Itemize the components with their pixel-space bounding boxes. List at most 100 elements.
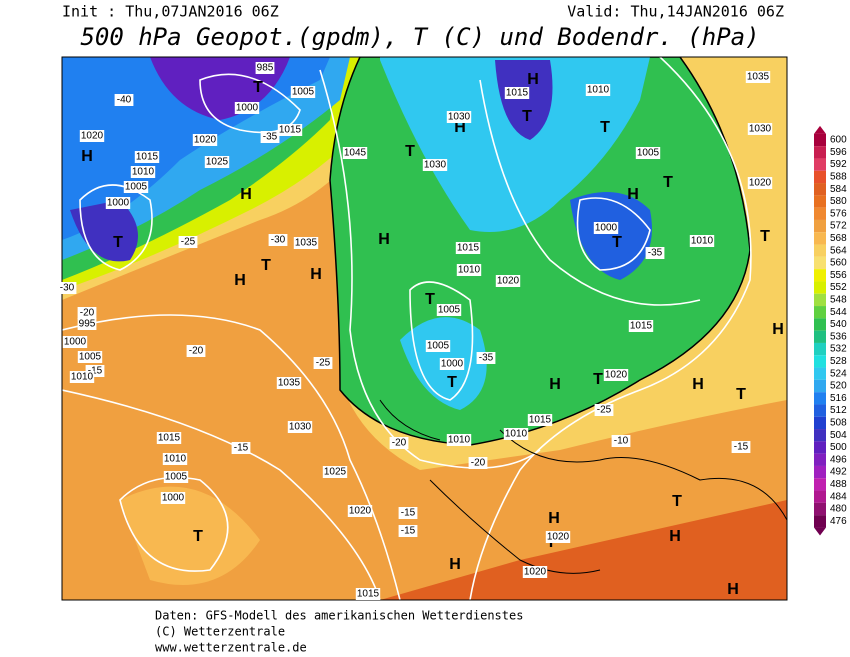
colorbar-swatch xyxy=(814,306,826,319)
colorbar-swatch xyxy=(814,281,826,294)
colorbar-label: 568 xyxy=(830,233,847,244)
colorbar-swatch xyxy=(814,133,826,147)
colorbar-label: 508 xyxy=(830,418,847,429)
map-area xyxy=(62,57,787,600)
pressure-center: T xyxy=(612,234,622,251)
pressure-center: H xyxy=(240,186,252,203)
pressure-center: H xyxy=(527,71,539,88)
colorbar-swatch xyxy=(814,293,826,307)
pressure-center: H xyxy=(449,556,461,573)
isoline-label: -15 xyxy=(401,508,416,519)
isoline-label: 1035 xyxy=(278,378,301,389)
isoline-label-box xyxy=(105,197,131,209)
isoline-label: 1005 xyxy=(292,87,315,98)
isoline-label-box xyxy=(503,428,529,440)
colorbar-label: 592 xyxy=(830,159,847,170)
isoline-label: 1005 xyxy=(125,182,148,193)
colorbar-label: 540 xyxy=(830,319,847,330)
isoline-label-box xyxy=(57,282,77,294)
isoline-label-box xyxy=(276,377,302,389)
isoline-label: -30 xyxy=(271,235,286,246)
isoline-label: -35 xyxy=(263,132,278,143)
isoline-label: -25 xyxy=(181,237,196,248)
colorbar-label: 492 xyxy=(830,467,847,478)
isoline-label-box xyxy=(192,134,218,146)
isoline-label: -40 xyxy=(117,95,132,106)
colorbar-swatch xyxy=(814,183,826,196)
pressure-center: H xyxy=(548,510,560,527)
isoline-label-box xyxy=(439,358,465,370)
isoline-label-box xyxy=(436,304,462,316)
colorbar-label: 564 xyxy=(830,245,847,256)
isoline-label-box xyxy=(322,466,348,478)
pressure-center: H xyxy=(81,148,93,165)
isoline-label-box xyxy=(290,86,316,98)
isoline-label-box xyxy=(593,222,619,234)
isoline-label: 1005 xyxy=(438,305,461,316)
isoline-label: 1020 xyxy=(524,567,547,578)
colorbar-label: 536 xyxy=(830,331,847,342)
isoline-label-box xyxy=(160,492,186,504)
pressure-center: T xyxy=(736,386,746,403)
colorbar-label: 484 xyxy=(830,491,847,502)
valid-time: Valid: Thu,14JAN2016 06Z xyxy=(567,3,784,21)
colorbar-label: 476 xyxy=(830,516,847,527)
pressure-center: H xyxy=(378,231,390,248)
isoline-label: 1000 xyxy=(162,493,185,504)
isoline-label-box xyxy=(162,453,188,465)
colorbar-swatch xyxy=(814,219,826,233)
colorbar-label: 504 xyxy=(830,430,847,441)
isoline-label: 1010 xyxy=(458,265,481,276)
colorbar-label: 480 xyxy=(830,504,847,515)
isoline-label-box xyxy=(123,181,149,193)
colorbar-label: 528 xyxy=(830,356,847,367)
isoline-label-box xyxy=(156,432,182,444)
map-title: 500 hPa Geopot.(gpdm), T (C) und Bodendr… xyxy=(80,23,759,51)
isoline-label-box xyxy=(455,242,481,254)
isoline-label: 1020 xyxy=(605,370,628,381)
isoline-label-box xyxy=(77,307,97,319)
pressure-center: H xyxy=(727,581,739,598)
colorbar-label: 500 xyxy=(830,442,847,453)
isoline-label-box xyxy=(504,87,530,99)
isoline-label-box xyxy=(689,235,715,247)
isoline-label-box xyxy=(398,507,418,519)
map-frame xyxy=(61,56,788,601)
isoline-label: 1005 xyxy=(79,352,102,363)
isoline-label-box xyxy=(398,525,418,537)
colorbar-swatch xyxy=(814,515,826,528)
isoline-label: -20 xyxy=(471,458,486,469)
pressure-center: T xyxy=(447,374,457,391)
isoline-label: 1015 xyxy=(457,243,480,254)
isoline-label-box xyxy=(611,435,631,447)
colorbar-label: 520 xyxy=(830,381,847,392)
isoline-label: 995 xyxy=(79,319,96,330)
colorbar-label: 552 xyxy=(830,282,847,293)
colorbar-label: 532 xyxy=(830,344,847,355)
isoline-label-box xyxy=(255,62,275,74)
isoline-label-box xyxy=(77,351,103,363)
isoline-label: -30 xyxy=(60,283,75,294)
isoline-label-box xyxy=(495,275,521,287)
isoline-label-box xyxy=(277,124,303,136)
isoline-label-box xyxy=(347,505,373,517)
pressure-center: H xyxy=(454,119,466,136)
isoline-label: -20 xyxy=(80,308,95,319)
pressure-center: H xyxy=(627,186,639,203)
footer-line: www.wetterzentrale.de xyxy=(155,641,307,655)
isoline-label: 1025 xyxy=(324,467,347,478)
isoline-label: -35 xyxy=(479,353,494,364)
isoline-label-box xyxy=(231,442,251,454)
isoline-label-box xyxy=(747,177,773,189)
isoline-label-box xyxy=(635,147,661,159)
colorbar-swatch xyxy=(814,404,826,417)
colorbar-swatch xyxy=(814,502,826,516)
colorbar-label: 544 xyxy=(830,307,847,318)
isoline-label: 1005 xyxy=(427,341,450,352)
isoline-label-box xyxy=(260,131,280,143)
isoline-label: 1015 xyxy=(136,152,159,163)
isoline-label: 1010 xyxy=(71,372,94,383)
isoline-label-box xyxy=(287,421,313,433)
isoline-label-box xyxy=(527,414,553,426)
